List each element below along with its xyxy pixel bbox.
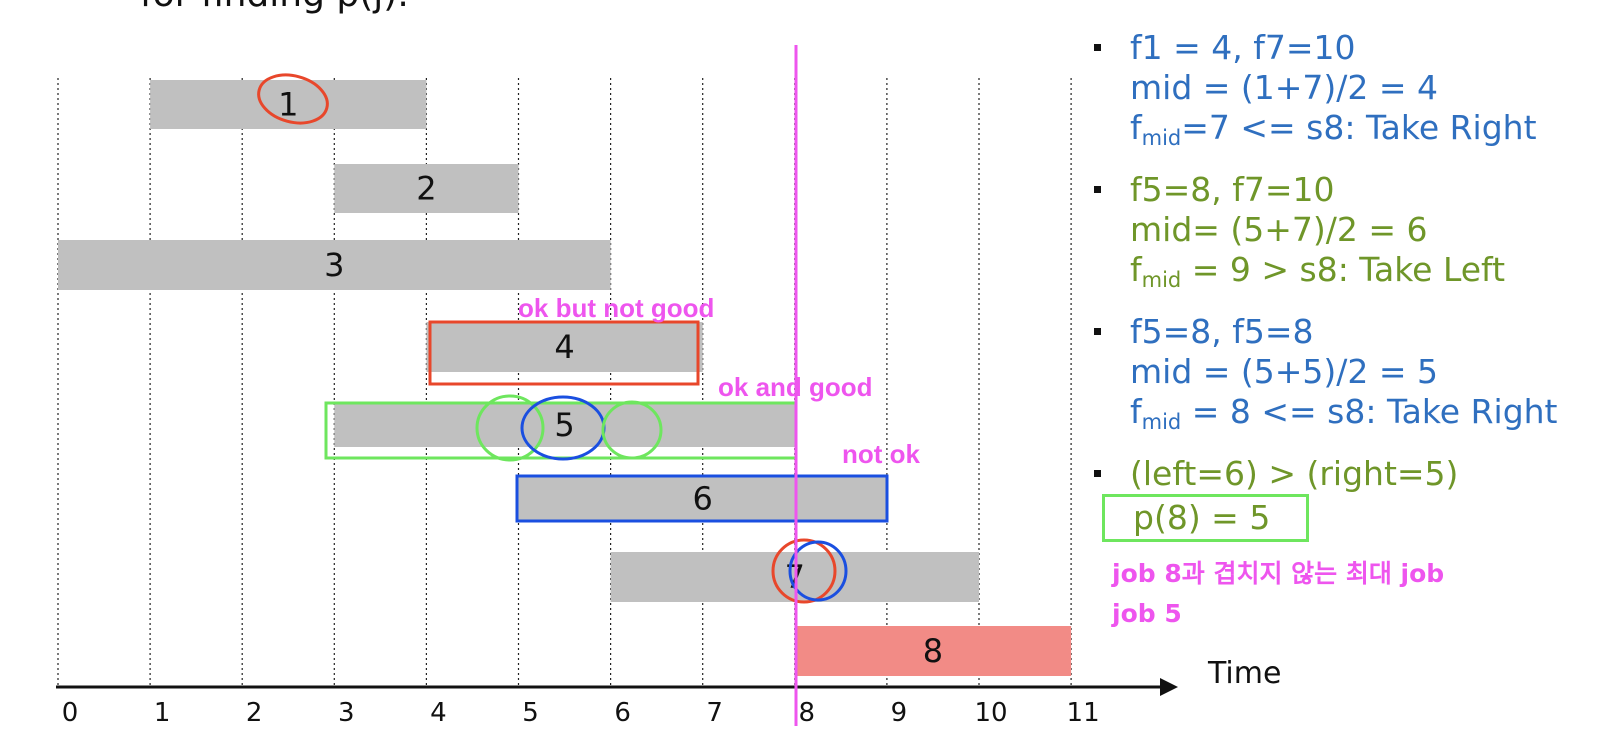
job-bar-4 — [426, 322, 703, 372]
tick-label-1: 1 — [154, 698, 171, 728]
korean-note-line-1: job 8과 겹치지 않는 최대 job — [1112, 559, 1445, 588]
tick-label-9: 9 — [891, 698, 908, 728]
job5-green-circle-left — [475, 394, 545, 462]
job-bar-5 — [334, 403, 795, 447]
job4-red-box — [428, 320, 700, 386]
korean-note-line-2: job 5 — [1112, 599, 1182, 628]
job-label-1: 1 — [278, 86, 298, 124]
note-step-1-line-1: f1 = 4, f7=10 — [1130, 28, 1356, 67]
job-bar-6 — [518, 476, 887, 521]
note-step-3-line-3: fmid = 8 <= s8: Take Right — [1130, 392, 1558, 434]
tick-label-8: 8 — [799, 698, 816, 728]
bullet-icon — [1094, 328, 1101, 335]
job-bars — [58, 80, 1072, 676]
job5-green-circle-right — [601, 400, 663, 460]
job1-red-circle — [257, 73, 329, 125]
note-step-1-line-2: mid = (1+7)/2 = 4 — [1130, 68, 1439, 107]
tick-label-2: 2 — [246, 698, 263, 728]
job-bar-8 — [794, 626, 1072, 676]
tick-label-11: 11 — [1067, 698, 1100, 728]
tick-label-7: 7 — [706, 698, 723, 728]
note-step-2: f5=8, f7=10 mid= (5+7)/2 = 6 fmid = 9 > … — [1094, 170, 1620, 300]
note-step-4: (left=6) > (right=5) p(8) = 5 — [1094, 454, 1620, 542]
annotation-not-ok: not ok — [842, 439, 921, 469]
tick-label-4: 4 — [430, 698, 447, 728]
header-title-fragment: for finding p(j). — [140, 0, 409, 15]
note-step-1-line-3: fmid=7 <= s8: Take Right — [1130, 108, 1537, 150]
time-tick-labels: 0 1 2 3 4 5 6 7 8 9 10 11 — [62, 698, 1100, 728]
job-label-6: 6 — [693, 480, 713, 518]
note-step-3-line-1: f5=8, f5=8 — [1130, 312, 1314, 351]
binary-search-notes: f1 = 4, f7=10 mid = (1+7)/2 = 4 fmid=7 <… — [1094, 28, 1620, 634]
note-step-3: f5=8, f5=8 mid = (5+5)/2 = 5 fmid = 8 <=… — [1094, 312, 1620, 442]
bullet-icon — [1094, 186, 1101, 193]
note-step-2-line-3: fmid = 9 > s8: Take Left — [1130, 250, 1506, 292]
time-axis-arrow — [1160, 678, 1178, 696]
tick-label-0: 0 — [62, 698, 79, 728]
job7-red-circle — [771, 538, 837, 604]
tick-label-5: 5 — [522, 698, 539, 728]
job6-blue-box — [515, 474, 889, 523]
tick-label-10: 10 — [974, 698, 1007, 728]
job-label-2: 2 — [416, 170, 436, 208]
note-step-3-line-2: mid = (5+5)/2 = 5 — [1130, 352, 1439, 391]
job-label-3: 3 — [324, 246, 344, 284]
job-label-5: 5 — [554, 406, 574, 444]
time-axis-label: Time — [1207, 656, 1281, 691]
job-label-4: 4 — [554, 328, 574, 366]
annotation-ok-but-not-good: ok but not good — [518, 293, 714, 323]
bullet-icon — [1094, 44, 1101, 51]
job-bar-2 — [334, 164, 519, 213]
note-step-4-line-1: (left=6) > (right=5) — [1130, 454, 1459, 493]
note-step-2-line-1: f5=8, f7=10 — [1130, 170, 1335, 209]
job-label-8: 8 — [923, 632, 943, 670]
tick-label-6: 6 — [614, 698, 631, 728]
job7-blue-circle — [788, 540, 848, 602]
job-bar-3 — [58, 240, 611, 290]
note-step-1: f1 = 4, f7=10 mid = (1+7)/2 = 4 fmid=7 <… — [1094, 28, 1620, 158]
annotation-ok-and-good: ok and good — [718, 372, 873, 402]
note-step-2-line-2: mid= (5+7)/2 = 6 — [1130, 210, 1428, 249]
tick-label-3: 3 — [338, 698, 355, 728]
bullet-icon — [1094, 470, 1101, 477]
p8-result-box: p(8) = 5 — [1102, 494, 1310, 542]
